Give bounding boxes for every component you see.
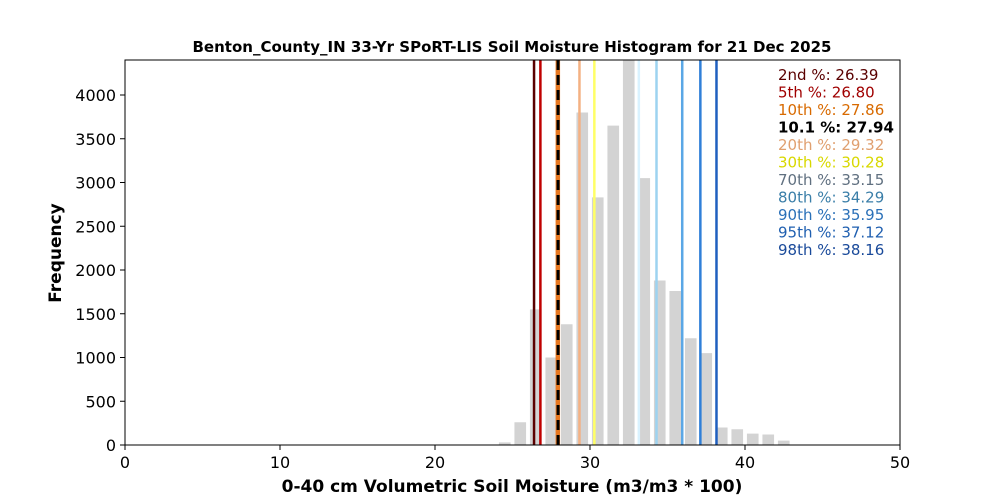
- histogram-bar: [638, 178, 651, 445]
- y-tick-label: 4000: [75, 86, 116, 105]
- histogram-bar: [576, 112, 589, 445]
- legend-entry: 80th %: 34.29: [778, 189, 884, 207]
- histogram-bar: [514, 422, 527, 445]
- x-tick-label: 20: [425, 453, 445, 472]
- y-tick-label: 3000: [75, 174, 116, 193]
- y-tick-label: 0: [106, 436, 116, 455]
- x-axis-label: 0-40 cm Volumetric Soil Moisture (m3/m3 …: [282, 477, 743, 497]
- histogram-bar: [669, 291, 682, 445]
- histogram-bar: [560, 324, 573, 445]
- y-tick-label: 2500: [75, 217, 116, 236]
- y-tick-label: 3500: [75, 130, 116, 149]
- x-axis-ticks: 0 10 20 30 40 50: [120, 445, 910, 472]
- histogram-bar: [731, 429, 744, 445]
- histogram-bar: [684, 338, 697, 445]
- histogram-bar: [653, 280, 666, 445]
- histogram-bar: [529, 309, 542, 445]
- legend-entry: 10.1 %: 27.94: [778, 119, 894, 137]
- y-tick-label: 1500: [75, 305, 116, 324]
- legend-entry: 70th %: 33.15: [778, 171, 884, 189]
- histogram-bar: [715, 427, 728, 445]
- x-tick-label: 50: [890, 453, 910, 472]
- chart-title: Benton_County_IN 33-Yr SPoRT-LIS Soil Mo…: [193, 38, 832, 56]
- y-tick-label: 500: [85, 392, 116, 411]
- histogram-bar: [591, 197, 604, 445]
- histogram-bar: [607, 125, 620, 445]
- legend-entry: 98th %: 38.16: [778, 241, 884, 259]
- histogram-bar: [777, 440, 790, 445]
- legend-entry: 2nd %: 26.39: [778, 66, 878, 84]
- histogram-bar: [700, 353, 713, 445]
- y-axis-label: Frequency: [46, 203, 66, 303]
- x-tick-label: 30: [580, 453, 600, 472]
- legend-entry: 30th %: 30.28: [778, 154, 884, 172]
- legend-entry: 5th %: 26.80: [778, 84, 875, 102]
- y-tick-label: 2000: [75, 261, 116, 280]
- x-tick-label: 0: [120, 453, 130, 472]
- legend-entry: 90th %: 35.95: [778, 206, 884, 224]
- histogram-bar: [762, 434, 775, 445]
- x-tick-label: 40: [735, 453, 755, 472]
- percentile-lines-group: [532, 60, 718, 445]
- histogram-bar: [622, 60, 635, 445]
- histogram-bar: [498, 442, 511, 445]
- histogram-bar: [545, 357, 558, 445]
- legend-entry: 20th %: 29.32: [778, 136, 884, 154]
- y-tick-label: 1000: [75, 349, 116, 368]
- x-tick-label: 10: [270, 453, 290, 472]
- legend-entry: 95th %: 37.12: [778, 224, 884, 242]
- bars-group: [498, 60, 790, 445]
- plot-frame: [124, 59, 901, 446]
- histogram-bar: [746, 433, 759, 445]
- y-axis-ticks: 0 500 1000 1500 2000 2500 3000 3500 4000: [75, 86, 125, 455]
- legend-entry: 10th %: 27.86: [778, 101, 884, 119]
